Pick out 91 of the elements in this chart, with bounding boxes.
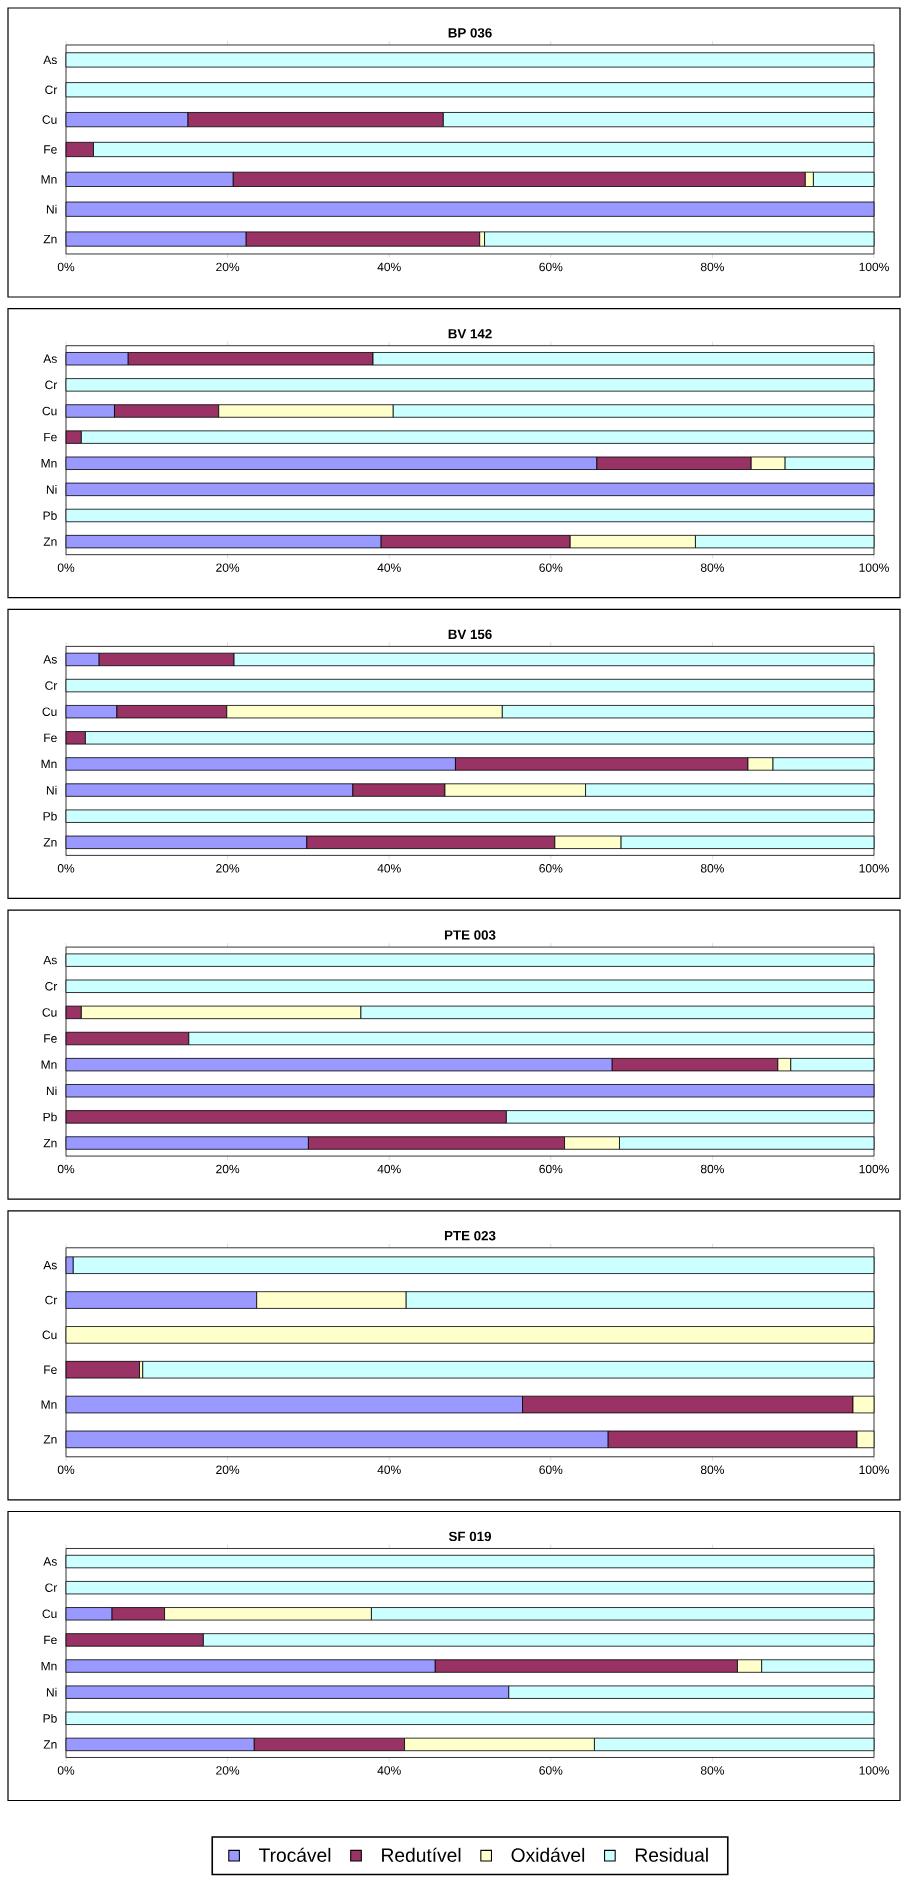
x-tick-label: 0% [57,1465,75,1475]
y-tick-label: As [43,55,57,65]
chart-title: BV 156 [448,629,492,640]
y-tick-label: Ni [46,785,57,795]
y-tick-label: Pb [43,811,57,821]
y-tick-label: Zn [43,1138,57,1148]
chart-title: PTE 023 [444,1230,496,1241]
y-tick-label: Pb [43,511,57,520]
x-tick-label: 100% [859,864,889,873]
y-tick-label: Pb [43,1112,57,1122]
y-tick-label: Zn [43,838,57,847]
y-tick-label: Zn [43,1740,57,1749]
x-tick-label: 20% [216,563,240,572]
y-tick-label: Mn [41,1400,57,1409]
x-tick-label: 60% [539,1164,563,1174]
x-tick-label: 100% [859,1465,889,1475]
y-tick-label: Mn [41,1060,57,1069]
x-tick-label: 60% [539,563,563,572]
x-tick-label: 0% [57,563,75,572]
y-tick-label: Zn [43,234,57,244]
x-tick-label: 60% [539,1766,563,1775]
x-tick-label: 20% [216,1164,240,1174]
y-tick-label: Zn [43,537,57,546]
y-tick-label: Cu [42,1008,57,1017]
y-tick-label: Cu [42,1330,57,1340]
legend-label: Residual [635,1847,708,1862]
x-tick-label: 0% [57,1164,75,1174]
x-tick-label: 80% [700,864,724,873]
y-tick-label: Cr [45,1295,58,1305]
x-tick-label: 100% [859,1164,889,1174]
y-tick-label: As [43,955,57,965]
x-tick-label: 40% [377,1164,401,1174]
x-tick-label: 40% [377,262,401,272]
x-tick-label: 80% [700,1465,724,1475]
x-tick-label: 20% [216,1766,240,1775]
x-tick-label: 80% [700,1766,724,1775]
y-tick-label: Ni [46,1687,57,1697]
y-tick-label: Cu [42,707,57,716]
x-tick-label: 0% [57,864,75,873]
legend-label: Oxidável [511,1847,585,1862]
y-tick-label: Cu [42,406,57,416]
x-tick-label: 100% [859,262,889,272]
x-tick-label: 80% [700,1164,724,1174]
x-tick-label: 60% [539,1465,563,1475]
x-tick-label: 0% [57,262,75,272]
y-tick-label: Cu [42,1609,57,1619]
x-tick-label: 40% [377,1766,401,1775]
y-tick-label: Zn [43,1435,57,1444]
chart-title: SF 019 [448,1531,491,1542]
x-tick-label: 60% [539,864,563,873]
x-tick-label: 80% [700,262,724,272]
y-tick-label: Ni [46,204,57,214]
chart-title: BV 142 [448,329,492,339]
y-tick-label: Fe [44,145,57,154]
y-tick-label: Mn [41,1661,57,1671]
x-tick-label: 40% [377,864,401,873]
x-tick-label: 40% [377,563,401,572]
y-tick-label: Cr [45,85,58,95]
y-tick-label: Fe [44,432,57,442]
y-tick-label: Fe [44,1034,57,1043]
x-tick-label: 40% [377,1465,401,1475]
y-tick-label: Mn [41,759,57,769]
y-tick-label: Fe [44,1635,57,1645]
x-tick-label: 20% [216,864,240,873]
y-tick-label: As [43,1261,57,1270]
y-tick-label: As [43,354,57,363]
x-tick-label: 100% [859,563,889,572]
x-tick-label: 0% [57,1766,75,1775]
y-tick-label: Cr [45,681,58,690]
x-tick-label: 80% [700,563,724,572]
y-tick-label: As [43,1557,57,1566]
y-tick-label: Cr [45,982,58,991]
legend-label: Redutível [382,1847,461,1862]
y-tick-label: Ni [46,1086,57,1096]
y-tick-label: Mn [41,175,57,184]
y-tick-label: Mn [41,459,57,468]
y-tick-label: Cr [45,1583,58,1592]
y-tick-label: Cr [45,380,58,390]
chart-title: PTE 003 [444,930,496,940]
legend-label: Trocável [259,1847,331,1862]
y-tick-label: Pb [43,1713,57,1723]
y-tick-label: Fe [44,733,57,743]
y-tick-label: As [43,655,57,664]
x-tick-label: 20% [216,262,240,272]
y-tick-label: Ni [46,485,57,494]
y-tick-label: Fe [44,1365,57,1374]
x-tick-label: 60% [539,262,563,272]
x-tick-label: 20% [216,1465,240,1475]
y-tick-label: Cu [42,115,57,124]
x-tick-label: 100% [859,1766,889,1775]
chart-title: BP 036 [448,28,492,38]
